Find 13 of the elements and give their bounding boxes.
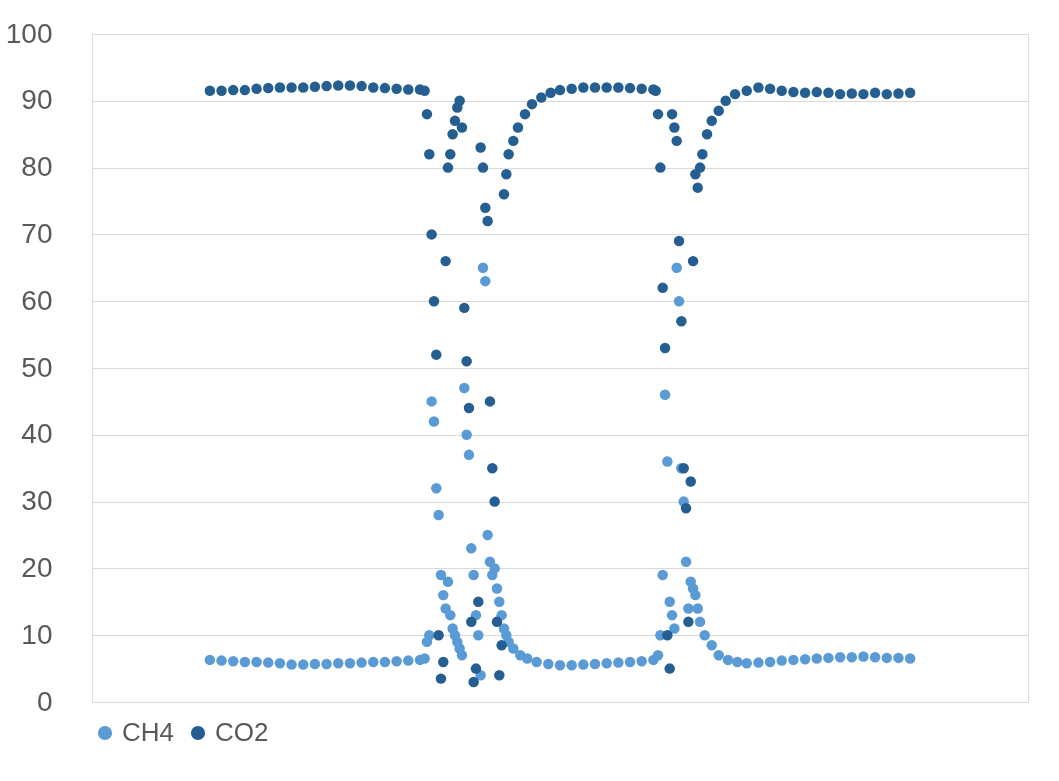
y-tick-label: 30 bbox=[21, 485, 53, 517]
y-tick-label: 40 bbox=[21, 418, 53, 450]
y-tick-label: 90 bbox=[21, 84, 53, 116]
y-tick-label: 50 bbox=[21, 351, 53, 383]
y-tick-label: 100 bbox=[5, 17, 53, 49]
y-tick-label: 70 bbox=[21, 217, 53, 249]
y-tick-label: 80 bbox=[21, 151, 53, 183]
legend-label: CO2 bbox=[215, 717, 269, 747]
y-tick-label: 0 bbox=[36, 685, 53, 717]
y-tick-label: 20 bbox=[21, 551, 53, 583]
y-tick-label: 60 bbox=[21, 284, 53, 316]
y-tick-label: 10 bbox=[21, 618, 53, 650]
legend-label: CH4 bbox=[122, 717, 175, 747]
